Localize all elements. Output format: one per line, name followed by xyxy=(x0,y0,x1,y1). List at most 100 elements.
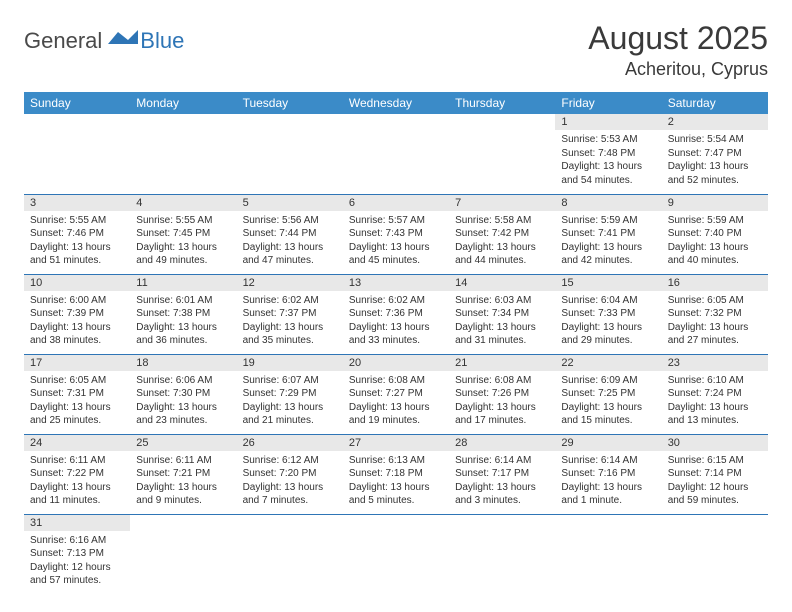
day-number: 9 xyxy=(662,195,768,211)
day-details: Sunrise: 5:55 AMSunset: 7:45 PMDaylight:… xyxy=(130,211,236,271)
logo: General Blue xyxy=(24,28,184,54)
calendar-row: 10Sunrise: 6:00 AMSunset: 7:39 PMDayligh… xyxy=(24,274,768,354)
weekday-header: Thursday xyxy=(449,92,555,114)
calendar-cell: 11Sunrise: 6:01 AMSunset: 7:38 PMDayligh… xyxy=(130,274,236,354)
day-number: 20 xyxy=(343,355,449,371)
day-number: 21 xyxy=(449,355,555,371)
calendar-table: SundayMondayTuesdayWednesdayThursdayFrid… xyxy=(24,92,768,594)
calendar-cell: 18Sunrise: 6:06 AMSunset: 7:30 PMDayligh… xyxy=(130,354,236,434)
calendar-cell: 30Sunrise: 6:15 AMSunset: 7:14 PMDayligh… xyxy=(662,434,768,514)
day-details: Sunrise: 6:14 AMSunset: 7:16 PMDaylight:… xyxy=(555,451,661,511)
calendar-cell: 31Sunrise: 6:16 AMSunset: 7:13 PMDayligh… xyxy=(24,514,130,594)
calendar-cell xyxy=(130,514,236,594)
calendar-cell xyxy=(555,514,661,594)
logo-text-general: General xyxy=(24,28,102,54)
location: Acheritou, Cyprus xyxy=(588,59,768,80)
day-details: Sunrise: 6:11 AMSunset: 7:21 PMDaylight:… xyxy=(130,451,236,511)
day-number: 26 xyxy=(237,435,343,451)
day-details: Sunrise: 6:13 AMSunset: 7:18 PMDaylight:… xyxy=(343,451,449,511)
calendar-cell xyxy=(130,114,236,194)
day-number: 7 xyxy=(449,195,555,211)
calendar-cell: 16Sunrise: 6:05 AMSunset: 7:32 PMDayligh… xyxy=(662,274,768,354)
weekday-header: Friday xyxy=(555,92,661,114)
day-number: 29 xyxy=(555,435,661,451)
calendar-cell: 7Sunrise: 5:58 AMSunset: 7:42 PMDaylight… xyxy=(449,194,555,274)
day-number: 18 xyxy=(130,355,236,371)
day-details: Sunrise: 6:08 AMSunset: 7:27 PMDaylight:… xyxy=(343,371,449,431)
day-number: 16 xyxy=(662,275,768,291)
day-number: 14 xyxy=(449,275,555,291)
calendar-cell: 1Sunrise: 5:53 AMSunset: 7:48 PMDaylight… xyxy=(555,114,661,194)
calendar-cell: 17Sunrise: 6:05 AMSunset: 7:31 PMDayligh… xyxy=(24,354,130,434)
title-block: August 2025 Acheritou, Cyprus xyxy=(588,20,768,80)
day-details: Sunrise: 6:09 AMSunset: 7:25 PMDaylight:… xyxy=(555,371,661,431)
day-number: 30 xyxy=(662,435,768,451)
weekday-header: Tuesday xyxy=(237,92,343,114)
day-number: 13 xyxy=(343,275,449,291)
day-details: Sunrise: 6:16 AMSunset: 7:13 PMDaylight:… xyxy=(24,531,130,591)
day-details: Sunrise: 6:15 AMSunset: 7:14 PMDaylight:… xyxy=(662,451,768,511)
day-details: Sunrise: 6:05 AMSunset: 7:32 PMDaylight:… xyxy=(662,291,768,351)
day-details: Sunrise: 5:53 AMSunset: 7:48 PMDaylight:… xyxy=(555,130,661,190)
day-number: 25 xyxy=(130,435,236,451)
calendar-cell xyxy=(343,514,449,594)
day-details: Sunrise: 6:04 AMSunset: 7:33 PMDaylight:… xyxy=(555,291,661,351)
day-number: 23 xyxy=(662,355,768,371)
day-details: Sunrise: 6:00 AMSunset: 7:39 PMDaylight:… xyxy=(24,291,130,351)
calendar-row: 17Sunrise: 6:05 AMSunset: 7:31 PMDayligh… xyxy=(24,354,768,434)
calendar-cell: 9Sunrise: 5:59 AMSunset: 7:40 PMDaylight… xyxy=(662,194,768,274)
day-details: Sunrise: 5:54 AMSunset: 7:47 PMDaylight:… xyxy=(662,130,768,190)
calendar-cell: 24Sunrise: 6:11 AMSunset: 7:22 PMDayligh… xyxy=(24,434,130,514)
calendar-cell: 29Sunrise: 6:14 AMSunset: 7:16 PMDayligh… xyxy=(555,434,661,514)
weekday-header-row: SundayMondayTuesdayWednesdayThursdayFrid… xyxy=(24,92,768,114)
day-number: 10 xyxy=(24,275,130,291)
day-details: Sunrise: 5:55 AMSunset: 7:46 PMDaylight:… xyxy=(24,211,130,271)
day-number: 19 xyxy=(237,355,343,371)
day-details: Sunrise: 6:02 AMSunset: 7:37 PMDaylight:… xyxy=(237,291,343,351)
day-details: Sunrise: 6:10 AMSunset: 7:24 PMDaylight:… xyxy=(662,371,768,431)
day-number: 28 xyxy=(449,435,555,451)
calendar-body: 1Sunrise: 5:53 AMSunset: 7:48 PMDaylight… xyxy=(24,114,768,594)
day-number: 27 xyxy=(343,435,449,451)
day-details: Sunrise: 5:57 AMSunset: 7:43 PMDaylight:… xyxy=(343,211,449,271)
day-details: Sunrise: 6:07 AMSunset: 7:29 PMDaylight:… xyxy=(237,371,343,431)
flag-icon xyxy=(108,30,138,53)
calendar-cell: 28Sunrise: 6:14 AMSunset: 7:17 PMDayligh… xyxy=(449,434,555,514)
day-number: 12 xyxy=(237,275,343,291)
header: General Blue August 2025 Acheritou, Cypr… xyxy=(24,20,768,80)
calendar-cell: 6Sunrise: 5:57 AMSunset: 7:43 PMDaylight… xyxy=(343,194,449,274)
day-number: 11 xyxy=(130,275,236,291)
calendar-cell: 23Sunrise: 6:10 AMSunset: 7:24 PMDayligh… xyxy=(662,354,768,434)
day-details: Sunrise: 5:58 AMSunset: 7:42 PMDaylight:… xyxy=(449,211,555,271)
day-details: Sunrise: 6:14 AMSunset: 7:17 PMDaylight:… xyxy=(449,451,555,511)
calendar-cell: 19Sunrise: 6:07 AMSunset: 7:29 PMDayligh… xyxy=(237,354,343,434)
calendar-cell: 12Sunrise: 6:02 AMSunset: 7:37 PMDayligh… xyxy=(237,274,343,354)
day-number: 4 xyxy=(130,195,236,211)
calendar-cell: 15Sunrise: 6:04 AMSunset: 7:33 PMDayligh… xyxy=(555,274,661,354)
day-number: 8 xyxy=(555,195,661,211)
calendar-cell: 14Sunrise: 6:03 AMSunset: 7:34 PMDayligh… xyxy=(449,274,555,354)
day-number: 24 xyxy=(24,435,130,451)
calendar-cell: 27Sunrise: 6:13 AMSunset: 7:18 PMDayligh… xyxy=(343,434,449,514)
calendar-cell: 4Sunrise: 5:55 AMSunset: 7:45 PMDaylight… xyxy=(130,194,236,274)
weekday-header: Saturday xyxy=(662,92,768,114)
day-details: Sunrise: 6:05 AMSunset: 7:31 PMDaylight:… xyxy=(24,371,130,431)
calendar-cell: 13Sunrise: 6:02 AMSunset: 7:36 PMDayligh… xyxy=(343,274,449,354)
day-details: Sunrise: 5:56 AMSunset: 7:44 PMDaylight:… xyxy=(237,211,343,271)
calendar-cell: 5Sunrise: 5:56 AMSunset: 7:44 PMDaylight… xyxy=(237,194,343,274)
day-details: Sunrise: 6:12 AMSunset: 7:20 PMDaylight:… xyxy=(237,451,343,511)
calendar-row: 31Sunrise: 6:16 AMSunset: 7:13 PMDayligh… xyxy=(24,514,768,594)
calendar-cell: 10Sunrise: 6:00 AMSunset: 7:39 PMDayligh… xyxy=(24,274,130,354)
day-details: Sunrise: 5:59 AMSunset: 7:40 PMDaylight:… xyxy=(662,211,768,271)
calendar-cell xyxy=(449,514,555,594)
day-details: Sunrise: 6:06 AMSunset: 7:30 PMDaylight:… xyxy=(130,371,236,431)
calendar-row: 3Sunrise: 5:55 AMSunset: 7:46 PMDaylight… xyxy=(24,194,768,274)
day-number: 17 xyxy=(24,355,130,371)
calendar-cell xyxy=(24,114,130,194)
day-number: 2 xyxy=(662,114,768,130)
day-details: Sunrise: 6:03 AMSunset: 7:34 PMDaylight:… xyxy=(449,291,555,351)
calendar-cell: 25Sunrise: 6:11 AMSunset: 7:21 PMDayligh… xyxy=(130,434,236,514)
logo-text-blue: Blue xyxy=(140,28,184,54)
calendar-cell: 21Sunrise: 6:08 AMSunset: 7:26 PMDayligh… xyxy=(449,354,555,434)
day-number: 1 xyxy=(555,114,661,130)
